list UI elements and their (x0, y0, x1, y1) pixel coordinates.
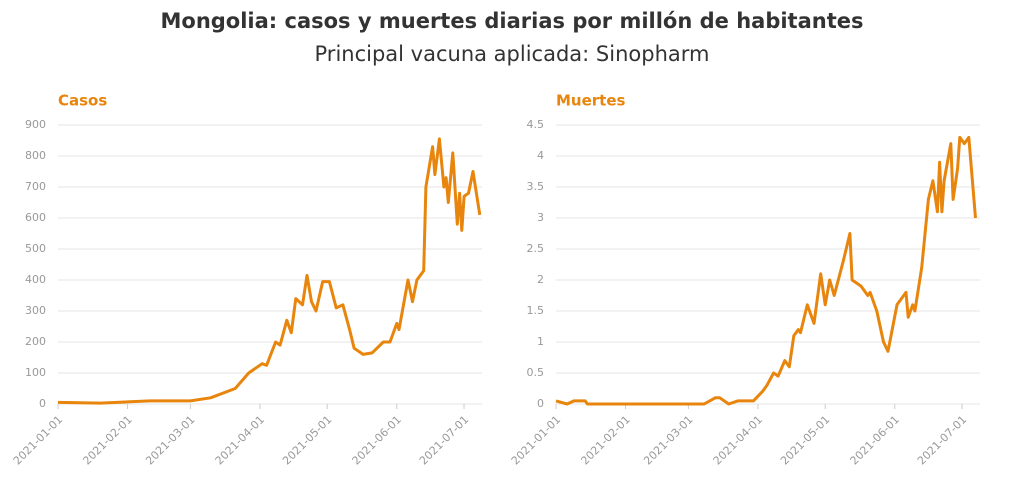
y-tick-label: 400 (25, 273, 46, 286)
y-tick-label: 4 (537, 149, 544, 162)
y-tick-label: 100 (25, 366, 46, 379)
x-tick-label: 2021-04-01 (213, 413, 267, 467)
y-tick-label: 500 (25, 242, 46, 255)
x-tick-label: 2021-02-01 (80, 413, 134, 467)
chart-title: Casos (58, 92, 107, 110)
y-tick-label: 1.5 (527, 304, 545, 317)
y-tick-label: 900 (25, 118, 46, 131)
y-tick-label: 700 (25, 180, 46, 193)
y-tick-label: 0.5 (527, 366, 545, 379)
data-line (555, 135, 977, 406)
y-tick-label: 600 (25, 211, 46, 224)
x-tick-label: 2021-02-01 (578, 413, 632, 467)
page-title: Mongolia: casos y muertes diarias por mi… (161, 9, 864, 33)
x-tick-label: 2021-05-01 (778, 413, 832, 467)
x-tick-label: 2021-06-01 (848, 413, 902, 467)
y-tick-label: 0 (39, 397, 46, 410)
x-tick-label: 2021-04-01 (711, 413, 765, 467)
x-tick-label: 2021-07-01 (417, 413, 471, 467)
page-subtitle: Principal vacuna aplicada: Sinopharm (315, 42, 710, 66)
x-tick-label: 2021-05-01 (280, 413, 334, 467)
y-tick-label: 2.5 (527, 242, 545, 255)
x-tick-label: 2021-01-01 (509, 413, 563, 467)
y-tick-label: 800 (25, 149, 46, 162)
x-tick-label: 2021-01-01 (11, 413, 65, 467)
y-tick-label: 1 (537, 335, 544, 348)
y-tick-label: 3.5 (527, 180, 545, 193)
x-tick-label: 2021-07-01 (915, 413, 969, 467)
y-tick-label: 0 (537, 397, 544, 410)
y-tick-label: 300 (25, 304, 46, 317)
x-tick-label: 2021-06-01 (350, 413, 404, 467)
y-tick-label: 2 (537, 273, 544, 286)
chart-title: Muertes (556, 92, 626, 110)
data-line (57, 137, 482, 405)
x-tick-label: 2021-03-01 (143, 413, 197, 467)
y-tick-label: 3 (537, 211, 544, 224)
y-tick-label: 4.5 (527, 118, 545, 131)
x-tick-label: 2021-03-01 (641, 413, 695, 467)
y-tick-label: 200 (25, 335, 46, 348)
